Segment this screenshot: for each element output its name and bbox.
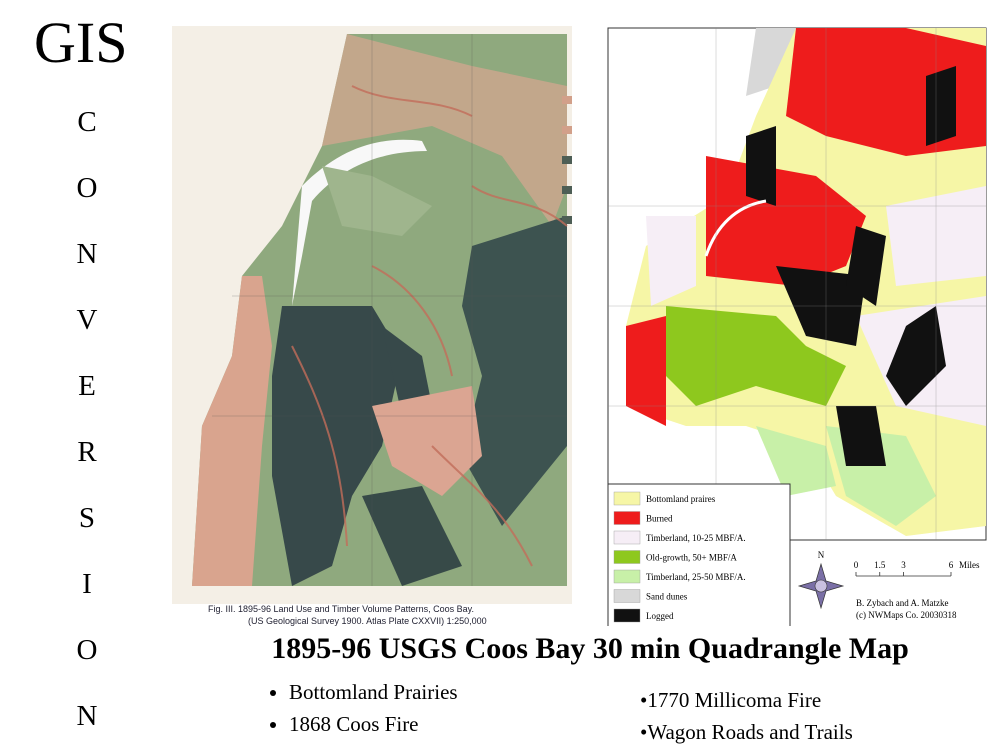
compass: N (797, 550, 845, 610)
bullet-item: •Wagon Roads and Trails (640, 720, 853, 744)
legend-swatch (613, 491, 641, 506)
legend: Bottomland praires Burned Timberland, 10-2… (607, 483, 791, 626)
legend-swatch (613, 550, 641, 564)
scale-label: 6 (949, 560, 954, 570)
legend-swatch (613, 608, 641, 623)
side-title: CONVERSION (71, 106, 103, 750)
north-label: N (818, 550, 825, 560)
bullet-item: 1868 Coos Fire (289, 708, 458, 740)
legend-label: Bottomland praires (646, 494, 716, 504)
heading: 1895-96 USGS Coos Bay 30 min Quadrangle … (271, 632, 909, 665)
legend-swatch (613, 569, 641, 584)
map-caption: (US Geological Survey 1900. Atlas Plate … (248, 616, 487, 626)
credit: (c) NWMaps Co. 20030318 (856, 610, 957, 620)
legend-label: Timberland, 10-25 MBF/A. (646, 533, 746, 543)
legend-label: Timberland, 25-50 MBF/A. (646, 572, 746, 582)
right-map: Bottomland praires Burned Timberland, 10-2… (607, 27, 987, 626)
legend-label: Burned (646, 514, 673, 524)
left-map (172, 26, 572, 604)
legend-swatch (613, 530, 641, 545)
bullet-list: Bottomland Prairies1868 Coos Fire (255, 676, 458, 740)
title: GIS (34, 10, 128, 75)
bullet-list: •1770 Millicoma Fire •Wagon Roads and Tra… (640, 684, 853, 748)
credit: B. Zybach and A. Matzke (856, 598, 948, 608)
legend-swatch (613, 589, 641, 603)
legend-label: Logged (646, 611, 674, 621)
bullet-item: Bottomland Prairies (289, 676, 458, 708)
legend-swatch (613, 511, 641, 525)
scale-label: 1.5 (874, 560, 886, 570)
scale-bar: 0 1.5 3 6 Miles (854, 560, 980, 577)
legend-label: Old-growth, 50+ MBF/A (646, 553, 737, 563)
scale-label: 0 (854, 560, 859, 570)
legend-label: Sand dunes (646, 592, 688, 602)
scale-unit: Miles (959, 560, 980, 570)
scale-label: 3 (901, 560, 906, 570)
map-caption: Fig. III. 1895-96 Land Use and Timber Vo… (208, 604, 474, 614)
bullet-item: •1770 Millicoma Fire (640, 688, 822, 712)
